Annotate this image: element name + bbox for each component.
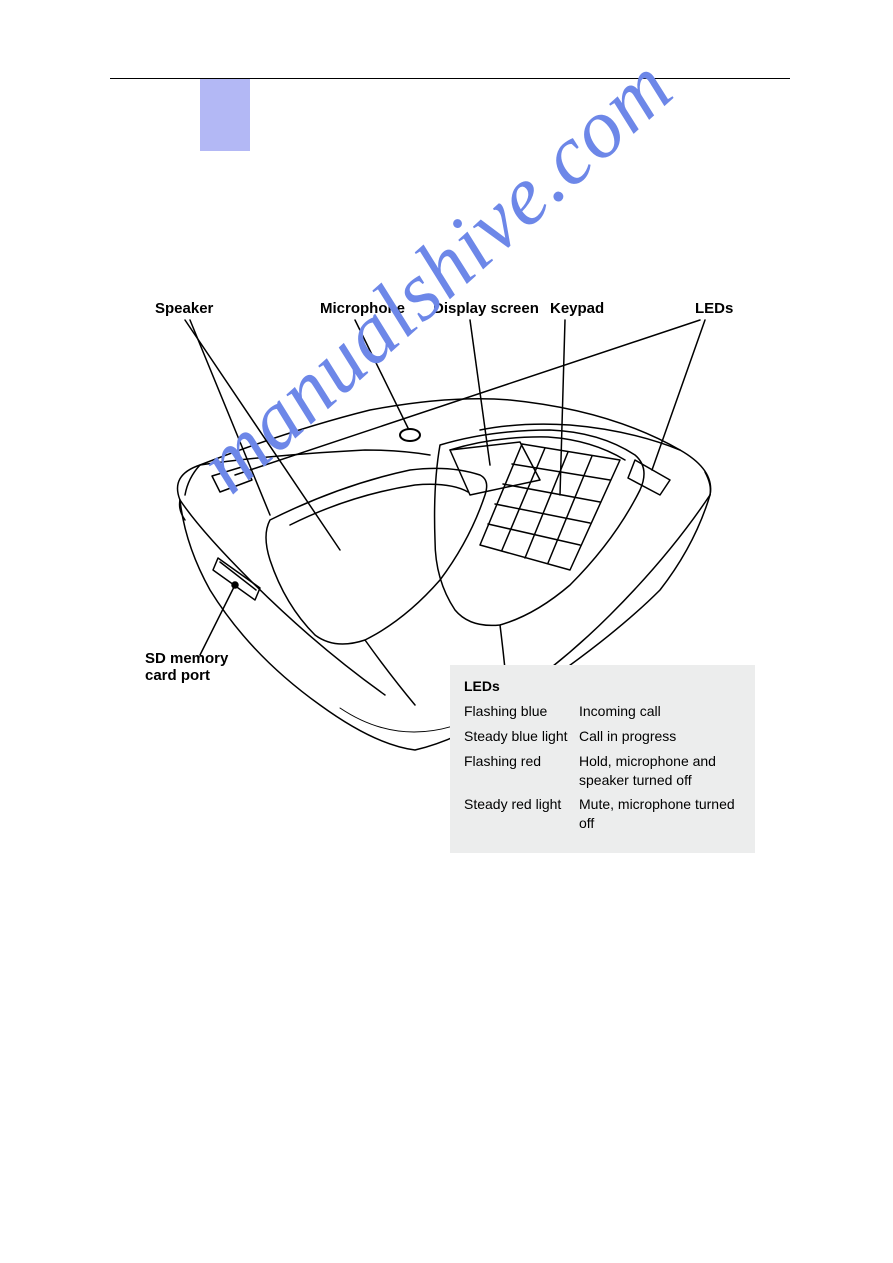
leds-row: Flashing blue Incoming call (464, 702, 741, 721)
leds-row: Steady red light Mute, microphone turned… (464, 795, 741, 833)
led-state: Steady red light (464, 795, 579, 833)
leds-row: Steady blue light Call in progress (464, 727, 741, 746)
leds-legend-box: LEDs Flashing blue Incoming call Steady … (450, 665, 755, 853)
led-meaning: Mute, microphone turned off (579, 795, 741, 833)
leds-row: Flashing red Hold, microphone and speake… (464, 752, 741, 790)
leds-legend-title: LEDs (464, 677, 741, 696)
page-header-tab (200, 79, 250, 151)
device-diagram: Speaker Microphone Display screen Keypad… (145, 300, 765, 920)
led-meaning: Incoming call (579, 702, 741, 721)
led-meaning: Hold, microphone and speaker turned off (579, 752, 741, 790)
led-state: Steady blue light (464, 727, 579, 746)
led-meaning: Call in progress (579, 727, 741, 746)
led-state: Flashing blue (464, 702, 579, 721)
led-state: Flashing red (464, 752, 579, 790)
